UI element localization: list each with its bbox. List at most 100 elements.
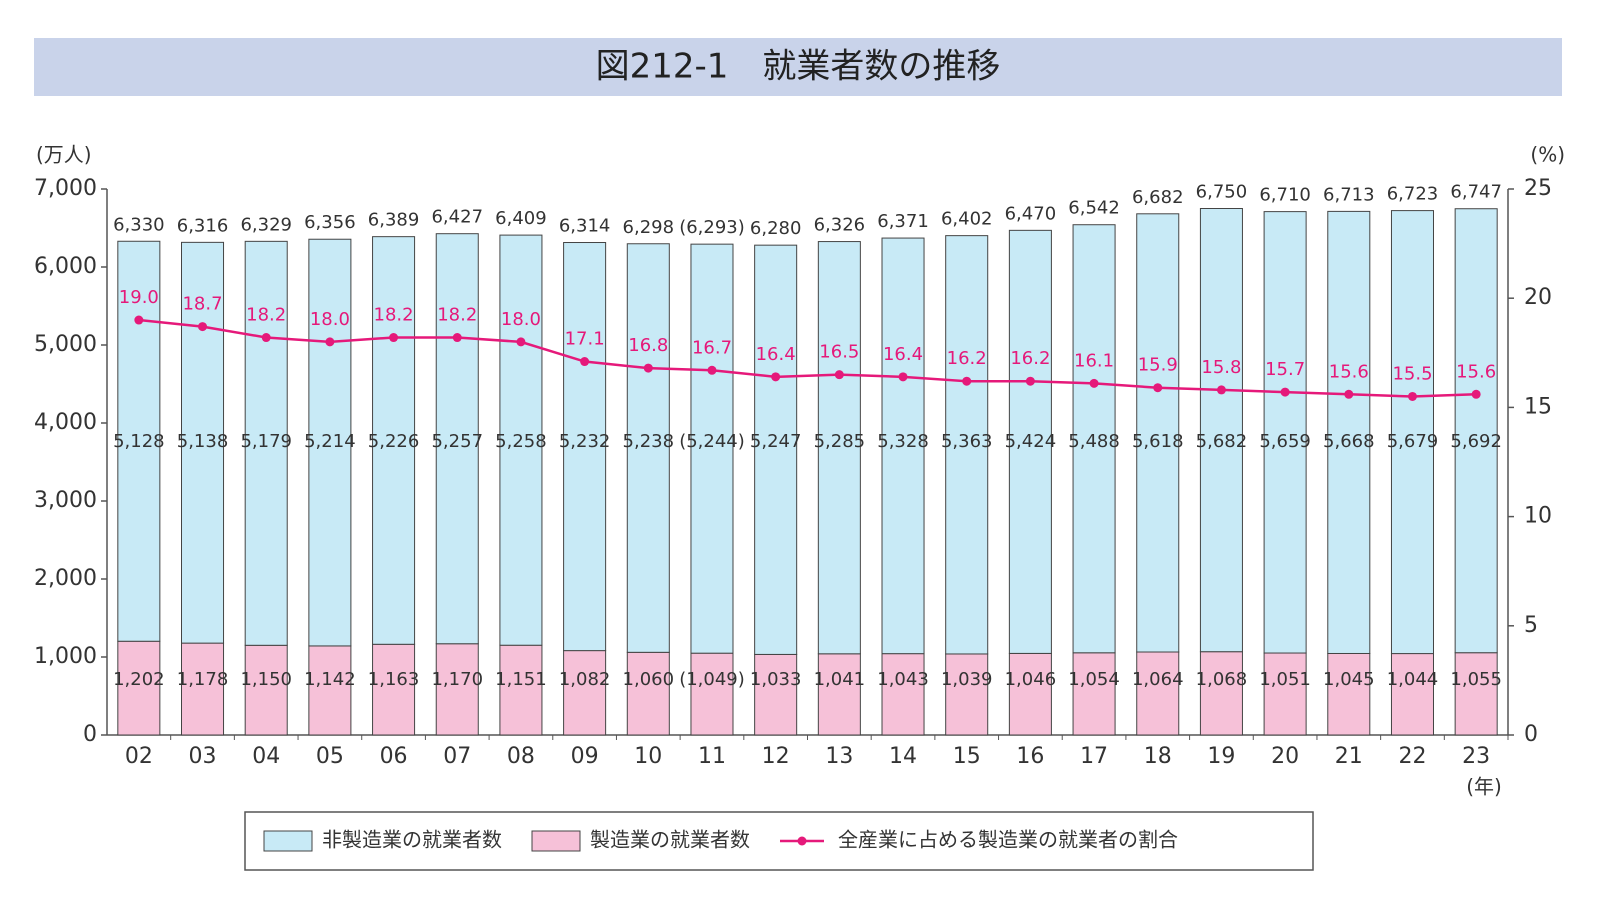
ratio-label: 18.7: [182, 294, 222, 315]
x-axis-label: (年): [1466, 775, 1502, 799]
bar-segment: [244, 644, 288, 736]
ratio-point: [580, 357, 590, 367]
y-tick-label: 6,000: [34, 254, 97, 279]
bar-segment: [1263, 652, 1307, 736]
legend-swatch: [531, 830, 581, 852]
bar-segment: [1008, 229, 1052, 654]
bar-value-label: 5,285: [814, 431, 866, 452]
bar-value-label: 5,247: [750, 431, 802, 452]
bar-segment: [1390, 653, 1434, 736]
bar-value-label: 1,082: [559, 669, 611, 690]
ratio-point: [771, 372, 781, 382]
ratio-line: [138, 318, 1477, 398]
ratio-point: [1089, 378, 1099, 388]
ratio-point: [1153, 383, 1163, 393]
ratio-label: 18.2: [246, 305, 286, 326]
x-tick-label: 21: [1335, 744, 1363, 769]
ratio-label: 16.2: [1010, 348, 1050, 369]
bar-value-label: 5,328: [877, 431, 929, 452]
y2-tick-label: 15: [1524, 394, 1552, 419]
ratio-label: 16.7: [692, 337, 732, 358]
bar-segment: [754, 653, 798, 736]
x-tick-label: 08: [507, 744, 535, 769]
bar-value-label: 5,682: [1196, 431, 1248, 452]
ratio-point: [643, 363, 653, 373]
x-tick-label: 19: [1207, 744, 1235, 769]
bar-segment: [372, 236, 416, 645]
bar-value-label: 5,618: [1132, 431, 1184, 452]
ratio-label: 16.1: [1074, 350, 1114, 371]
bar-segment: [1199, 651, 1243, 736]
ratio-point: [1280, 387, 1290, 397]
x-tick-label: 14: [889, 744, 917, 769]
x-tick-label: 17: [1080, 744, 1108, 769]
bar-value-label: 5,659: [1259, 431, 1311, 452]
total-label: (6,293): [679, 217, 745, 238]
bar-value-label: 1,055: [1450, 669, 1502, 690]
bar-segment: [117, 640, 161, 736]
bar-segment: [817, 241, 861, 655]
ratio-point: [1471, 389, 1481, 399]
x-tick-label: 10: [634, 744, 662, 769]
x-tick-label: 23: [1462, 744, 1490, 769]
ratio-label: 15.6: [1329, 361, 1369, 382]
total-label: 6,329: [240, 214, 292, 235]
bar-segment: [881, 237, 925, 655]
y2-tick-label: 5: [1524, 613, 1538, 638]
bar-segment: [499, 644, 543, 736]
y2-tick-label: 0: [1524, 722, 1538, 747]
total-label: 6,750: [1196, 182, 1248, 203]
bar-value-label: 5,258: [495, 431, 547, 452]
bar-segment: [1454, 652, 1498, 736]
bar-value-label: 1,142: [304, 669, 356, 690]
y-tick-label: 7,000: [34, 176, 97, 201]
bar-segment: [690, 652, 734, 736]
bar-segment: [181, 642, 225, 736]
x-tick-label: 07: [443, 744, 471, 769]
bar-segment: [563, 242, 607, 652]
y2-axis-label: (%): [1530, 143, 1565, 167]
ratio-label: 17.1: [565, 329, 605, 350]
total-label: 6,747: [1450, 182, 1502, 203]
ratio-point: [834, 370, 844, 380]
bar-segment: [817, 653, 861, 736]
ratio-label: 15.9: [1138, 355, 1178, 376]
x-tick-label: 02: [125, 744, 153, 769]
y2-tick-label: 20: [1524, 285, 1552, 310]
ratio-point: [325, 337, 335, 347]
bar-value-label: 1,043: [877, 669, 929, 690]
total-label: 6,470: [1005, 203, 1057, 224]
bar-value-label: (5,244): [679, 431, 745, 452]
total-label: 6,723: [1387, 184, 1439, 205]
x-tick-label: 16: [1016, 744, 1044, 769]
x-tick-label: 06: [380, 744, 408, 769]
bar-value-label: 1,064: [1132, 669, 1184, 690]
bar-value-label: 5,488: [1068, 431, 1120, 452]
bar-segment: [626, 243, 670, 653]
bar-segment: [626, 651, 670, 736]
bar-value-label: 1,045: [1323, 669, 1375, 690]
bar-segment: [1263, 211, 1307, 654]
y-tick-label: 4,000: [34, 410, 97, 435]
bar-value-label: 1,033: [750, 669, 802, 690]
ratio-label: 18.0: [501, 309, 541, 330]
bar-segment: [308, 645, 352, 736]
bar-value-label: 1,178: [177, 669, 229, 690]
total-label: 6,326: [814, 215, 866, 236]
y-axis-label: (万人): [36, 143, 92, 167]
legend-label: 製造業の就業者数: [590, 828, 750, 852]
bar-value-label: 5,128: [113, 431, 165, 452]
bar-segment: [1008, 652, 1052, 736]
total-label: 6,682: [1132, 187, 1184, 208]
ratio-label: 16.5: [819, 342, 859, 363]
x-tick-label: 13: [825, 744, 853, 769]
bar-segment: [435, 643, 479, 736]
bar-value-label: 1,044: [1387, 669, 1439, 690]
bar-value-label: 1,039: [941, 669, 993, 690]
ratio-label: 16.8: [628, 335, 668, 356]
bar-segment: [1199, 208, 1243, 653]
bar-value-label: 1,046: [1005, 669, 1057, 690]
ratio-point: [1025, 376, 1035, 386]
